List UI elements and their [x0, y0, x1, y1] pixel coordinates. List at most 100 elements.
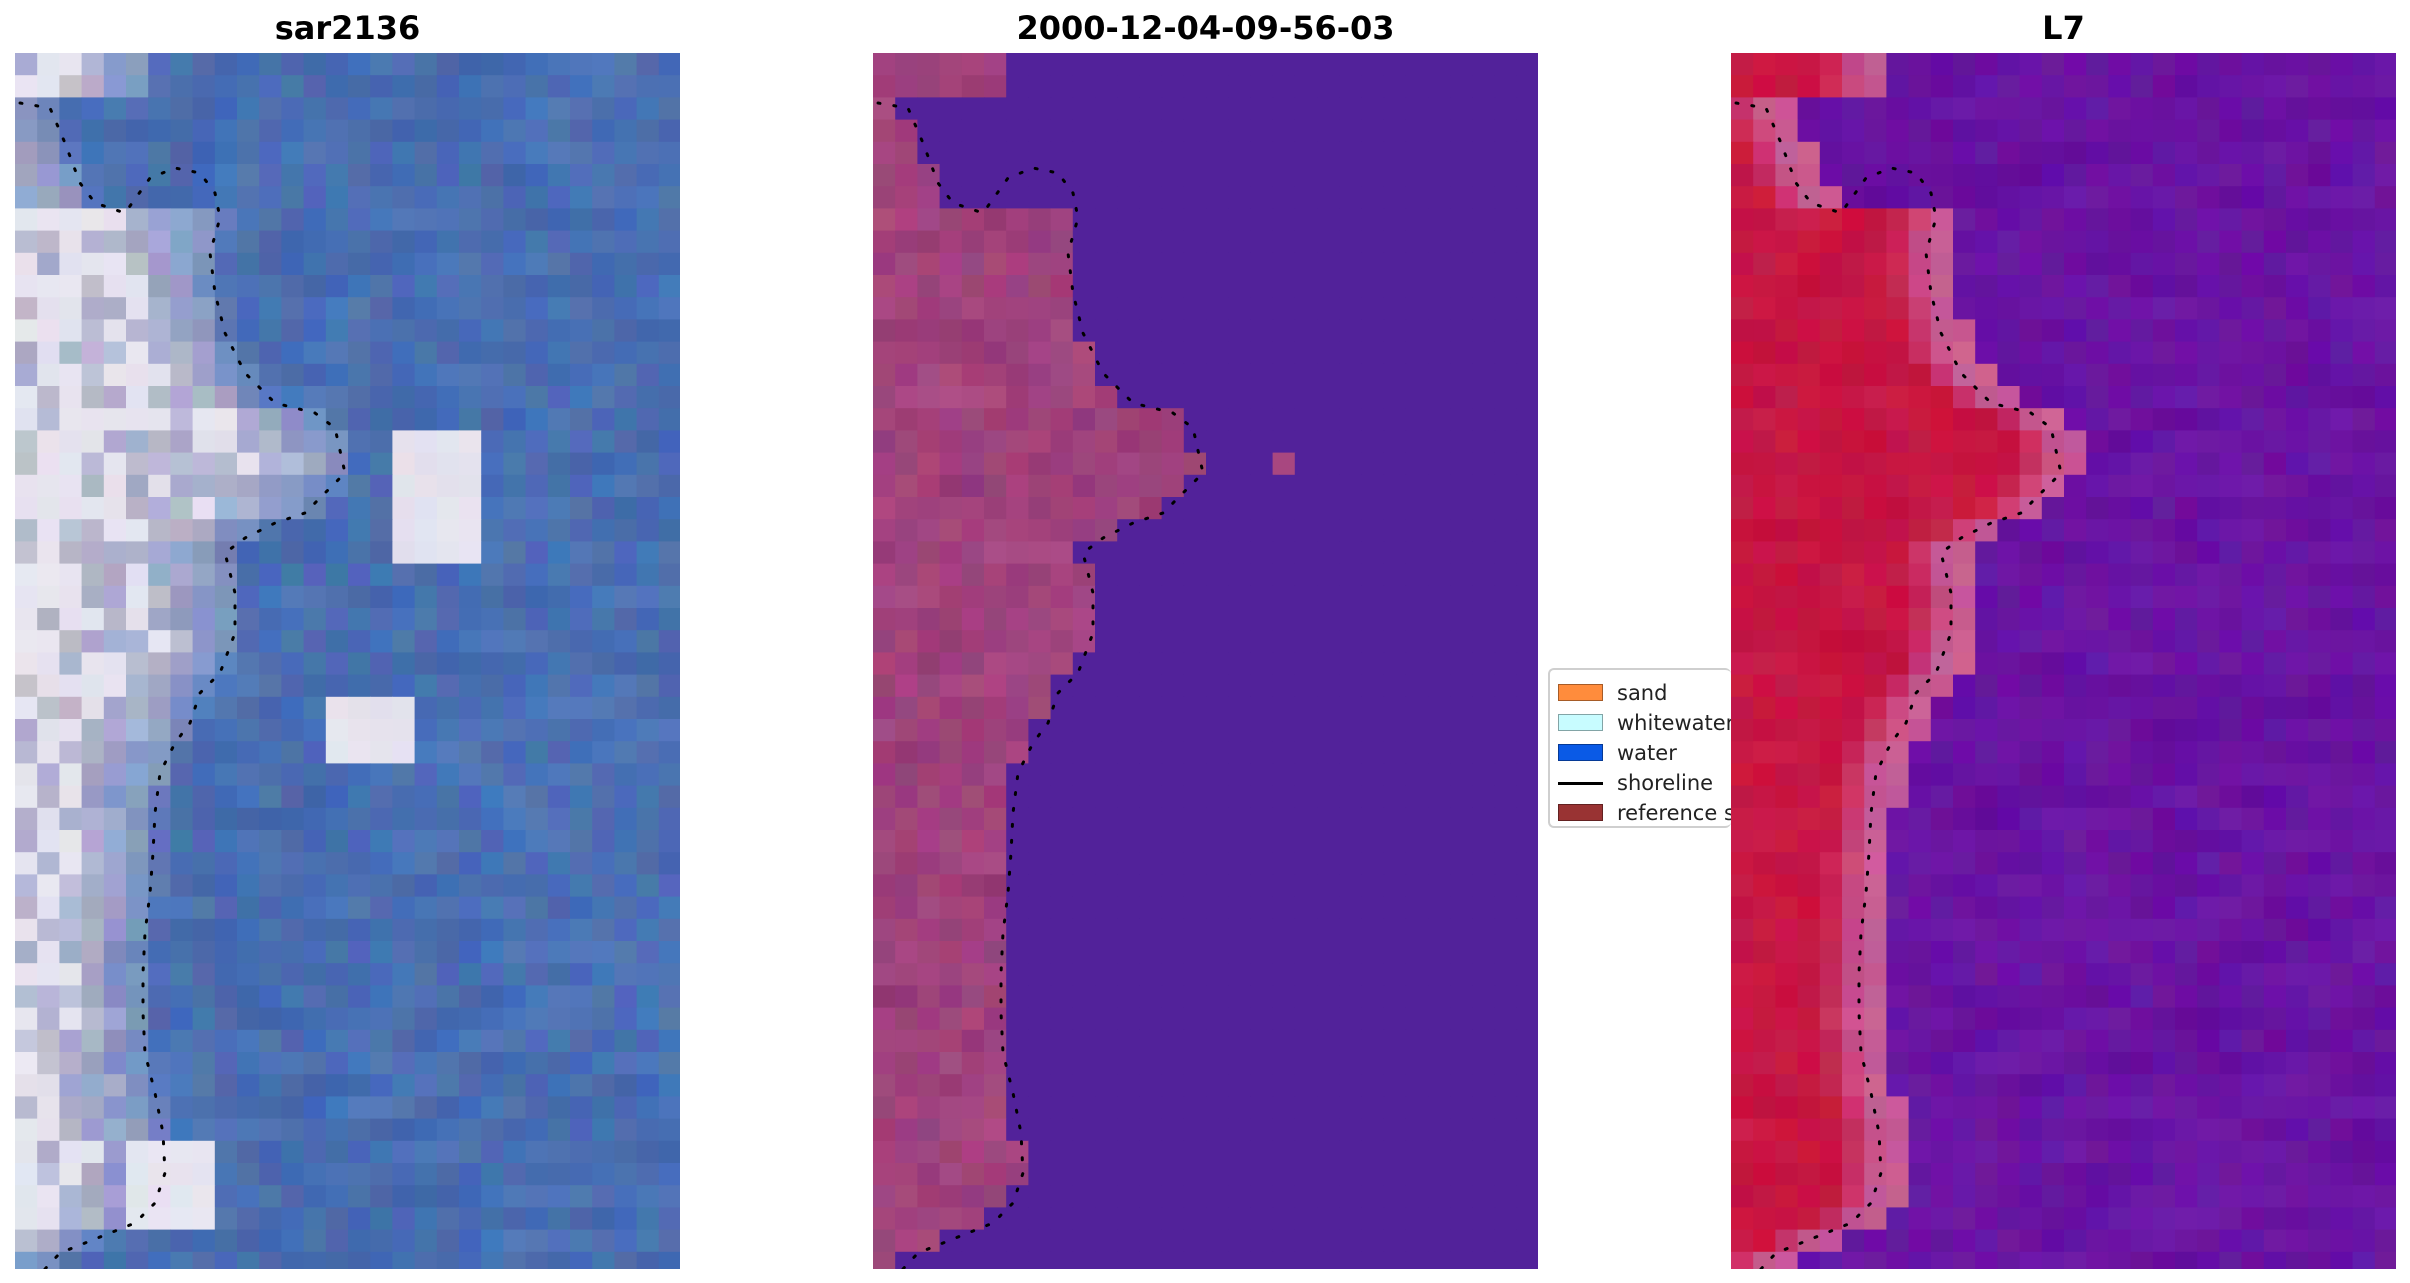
image-pixel: [459, 918, 482, 942]
image-pixel: [148, 75, 171, 98]
image-pixel: [2175, 519, 2198, 542]
image-pixel: [1516, 807, 1538, 831]
image-pixel: [126, 119, 149, 143]
image-pixel: [1775, 719, 1799, 742]
image-pixel: [414, 541, 438, 565]
image-pixel: [984, 519, 1007, 542]
image-pixel: [1250, 985, 1274, 1009]
image-pixel: [192, 141, 216, 165]
image-pixel: [2241, 275, 2265, 298]
image-pixel: [37, 918, 60, 942]
image-pixel: [103, 275, 127, 298]
image-pixel: [1450, 674, 1473, 698]
image-pixel: [1864, 830, 1887, 853]
image-pixel: [1975, 230, 1998, 254]
image-pixel: [1117, 452, 1140, 476]
image-pixel: [126, 563, 149, 587]
image-pixel: [547, 297, 571, 320]
image-pixel: [2197, 1074, 2220, 1097]
image-pixel: [459, 963, 482, 986]
image-pixel: [1161, 719, 1185, 742]
image-pixel: [873, 1185, 896, 1208]
image-pixel: [873, 1140, 896, 1164]
image-pixel: [984, 497, 1007, 520]
image-pixel: [214, 963, 238, 986]
image-pixel: [81, 208, 105, 232]
image-pixel: [614, 1140, 638, 1164]
image-pixel: [1339, 852, 1362, 875]
image-pixel: [570, 563, 593, 587]
image-pixel: [1294, 519, 1318, 542]
image-pixel: [348, 630, 371, 653]
image-pixel: [325, 1074, 349, 1097]
image-pixel: [2286, 1229, 2309, 1253]
image-pixel: [1206, 941, 1229, 964]
image-pixel: [481, 297, 504, 320]
image-pixel: [1930, 1007, 1954, 1031]
image-pixel: [939, 785, 963, 809]
image-pixel: [259, 53, 282, 76]
image-pixel: [1206, 141, 1229, 165]
image-pixel: [237, 585, 260, 609]
image-pixel: [1250, 1207, 1274, 1231]
image-pixel: [59, 608, 83, 631]
image-pixel: [192, 985, 216, 1009]
image-pixel: [1183, 430, 1207, 454]
image-pixel: [1361, 763, 1385, 787]
image-pixel: [2152, 963, 2176, 986]
image-pixel: [2263, 53, 2287, 76]
image-pixel: [259, 1118, 282, 1142]
image-pixel: [1428, 874, 1451, 898]
image-pixel: [2086, 408, 2109, 431]
image-pixel: [2108, 763, 2132, 787]
image-pixel: [2152, 386, 2176, 409]
image-pixel: [2130, 1163, 2154, 1186]
image-pixel: [481, 852, 504, 875]
image-pixel: [636, 1052, 660, 1075]
image-pixel: [1183, 341, 1207, 365]
image-pixel: [1006, 1029, 1029, 1053]
image-pixel: [1731, 608, 1754, 631]
image-pixel: [1775, 874, 1799, 898]
image-pixel: [126, 97, 149, 121]
image-pixel: [348, 297, 371, 320]
image-pixel: [1050, 719, 1074, 742]
image-pixel: [392, 208, 416, 232]
image-pixel: [939, 674, 963, 698]
image-pixel: [525, 430, 549, 454]
image-pixel: [1775, 164, 1799, 187]
image-pixel: [1842, 674, 1865, 698]
image-pixel: [1294, 119, 1318, 143]
image-pixel: [939, 541, 963, 565]
image-pixel: [1139, 1118, 1163, 1142]
image-pixel: [1050, 319, 1074, 343]
image-pixel: [1339, 386, 1362, 409]
image-pixel: [2219, 1096, 2243, 1120]
image-pixel: [1250, 1229, 1274, 1253]
image-pixel: [2041, 97, 2065, 121]
image-pixel: [1095, 918, 1118, 942]
image-pixel: [873, 208, 896, 232]
image-pixel: [1072, 208, 1096, 232]
image-pixel: [1405, 1007, 1429, 1031]
image-pixel: [481, 741, 504, 764]
image-pixel: [1294, 874, 1318, 898]
image-pixel: [237, 1074, 260, 1097]
image-pixel: [2086, 341, 2109, 365]
image-pixel: [1361, 807, 1385, 831]
image-pixel: [2041, 363, 2065, 387]
image-pixel: [2374, 608, 2396, 631]
image-pixel: [2130, 497, 2154, 520]
image-pixel: [1050, 696, 1074, 720]
image-pixel: [658, 341, 680, 365]
image-pixel: [2019, 119, 2043, 143]
image-pixel: [961, 1052, 985, 1075]
image-pixel: [1797, 763, 1821, 787]
image-pixel: [1272, 1118, 1296, 1142]
image-pixel: [961, 807, 985, 831]
image-pixel: [547, 874, 571, 898]
image-pixel: [1472, 830, 1496, 853]
image-pixel: [1161, 1096, 1185, 1120]
image-pixel: [1028, 1229, 1052, 1253]
image-pixel: [1383, 208, 1407, 232]
